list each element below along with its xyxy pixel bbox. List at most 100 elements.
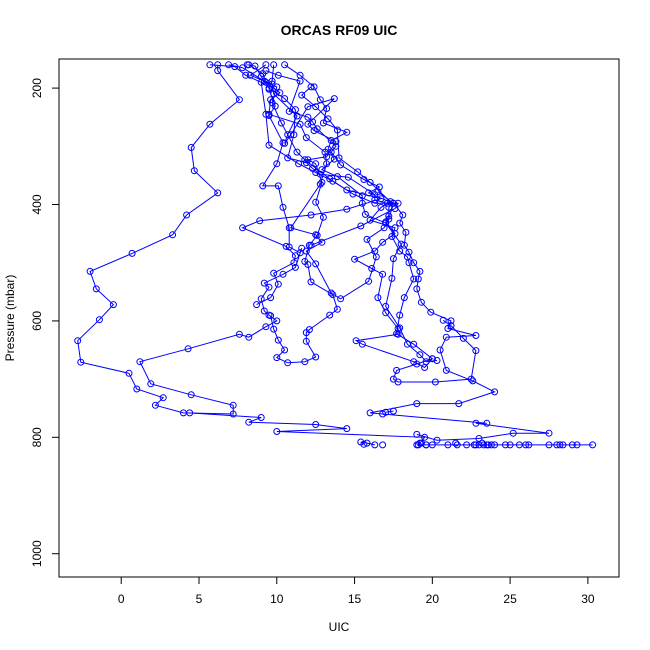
- data-point: [360, 176, 368, 183]
- data-point: [267, 294, 275, 302]
- data-point: [480, 441, 488, 449]
- data-point: [262, 78, 270, 86]
- data-point: [358, 192, 366, 200]
- data-point: [472, 419, 480, 427]
- data-point: [279, 270, 287, 278]
- data-point: [393, 366, 401, 374]
- data-point: [229, 401, 237, 409]
- data-point: [431, 378, 439, 386]
- data-point: [128, 249, 136, 257]
- data-point: [319, 119, 327, 127]
- data-point: [447, 317, 455, 325]
- data-point: [414, 275, 422, 283]
- data-point: [509, 429, 517, 437]
- data-point: [257, 414, 265, 421]
- data-point: [365, 277, 373, 285]
- data-point: [214, 67, 222, 75]
- data-point: [265, 141, 273, 149]
- data-point: [309, 118, 317, 126]
- data-point: [159, 394, 167, 402]
- x-tick-label: 30: [581, 592, 595, 606]
- x-tick-label: 25: [503, 592, 517, 606]
- data-point: [312, 353, 320, 361]
- data-point: [402, 228, 410, 236]
- data-point: [290, 259, 298, 267]
- data-point: [302, 134, 310, 142]
- series-line: [300, 86, 477, 383]
- data-point: [302, 159, 310, 167]
- data-point: [274, 71, 282, 79]
- data-point: [262, 67, 270, 75]
- data-point: [396, 247, 404, 255]
- data-point: [257, 78, 265, 86]
- data-point: [273, 354, 281, 362]
- data-point: [399, 211, 407, 219]
- data-point: [444, 441, 452, 449]
- data-point: [291, 252, 299, 260]
- series-9: [206, 61, 385, 309]
- data-point: [262, 110, 270, 118]
- data-point: [316, 170, 324, 178]
- data-point: [559, 441, 567, 449]
- data-point: [452, 439, 460, 447]
- data-point: [400, 294, 408, 302]
- data-point: [394, 378, 402, 386]
- data-point: [410, 275, 418, 283]
- data-point: [337, 161, 345, 169]
- series-line: [77, 64, 303, 415]
- series-1: [74, 61, 306, 418]
- data-point: [169, 231, 177, 239]
- data-point: [463, 441, 471, 449]
- data-point: [410, 259, 418, 267]
- data-point: [304, 261, 312, 268]
- data-point: [229, 410, 237, 418]
- data-point: [274, 280, 282, 288]
- series-line: [249, 64, 338, 364]
- data-point: [487, 441, 495, 449]
- data-point: [410, 340, 418, 348]
- data-point: [125, 369, 133, 377]
- data-point: [327, 148, 335, 156]
- data-point: [323, 153, 331, 161]
- data-point: [382, 408, 390, 416]
- data-point: [245, 418, 253, 426]
- data-point: [428, 355, 436, 363]
- data-point: [478, 439, 486, 447]
- data-point: [319, 213, 327, 221]
- data-point: [312, 103, 320, 111]
- data-point: [206, 61, 214, 69]
- data-point: [545, 441, 553, 449]
- data-point: [337, 295, 345, 303]
- data-point: [379, 441, 387, 449]
- series-layer: [74, 61, 597, 449]
- data-point: [312, 421, 320, 428]
- data-point: [307, 83, 315, 91]
- data-point: [329, 291, 337, 299]
- data-point: [375, 183, 383, 191]
- series-8: [262, 67, 553, 444]
- data-point: [382, 309, 390, 317]
- data-point: [363, 439, 371, 447]
- data-point: [265, 84, 273, 92]
- data-point: [380, 224, 388, 232]
- series-line: [189, 412, 593, 446]
- data-point: [352, 337, 360, 345]
- data-point: [287, 224, 295, 232]
- data-point: [312, 198, 320, 206]
- series-line: [209, 64, 383, 306]
- data-point: [568, 441, 576, 449]
- data-point: [396, 311, 404, 319]
- x-tick-label: 5: [196, 592, 203, 606]
- data-point: [573, 441, 581, 449]
- data-point: [332, 138, 340, 146]
- data-point: [95, 316, 103, 324]
- x-tick-label: 20: [426, 592, 440, 606]
- y-tick-label: 600: [30, 311, 44, 331]
- y-tick-label: 400: [30, 194, 44, 214]
- data-point: [260, 279, 268, 287]
- data-point: [433, 357, 441, 364]
- data-point: [133, 385, 141, 393]
- series-line: [228, 64, 433, 369]
- data-point: [304, 113, 312, 121]
